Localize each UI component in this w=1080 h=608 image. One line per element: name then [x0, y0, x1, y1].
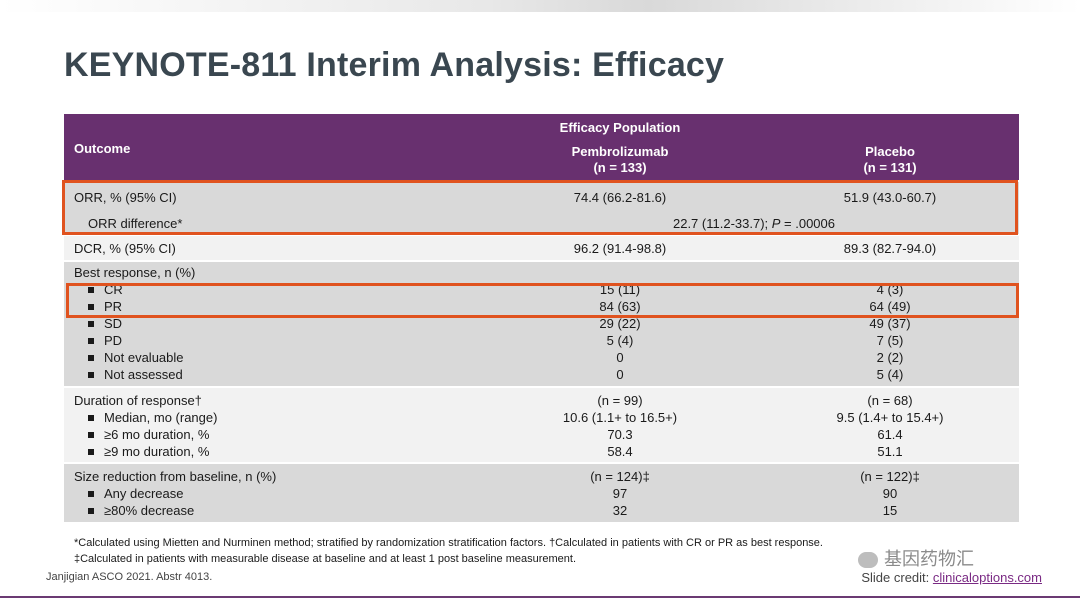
list-item: Any decrease: [88, 486, 184, 501]
cell-placebo: 5 (4): [876, 367, 904, 382]
best-response-label: Best response, n (%): [74, 265, 196, 280]
list-item: Not assessed: [88, 367, 183, 382]
orr-placebo: 51.9 (43.0-60.7): [843, 190, 937, 205]
cell-placebo: 2 (2): [876, 350, 904, 365]
dcr-section: DCR, % (95% CI) 96.2 (91.4-98.8) 89.3 (8…: [64, 236, 1019, 260]
credit-link[interactable]: clinicaloptions.com: [932, 570, 1042, 585]
cell-pembro: 32: [612, 503, 628, 518]
top-gradient-bar: [0, 0, 1080, 12]
header-efficacy-population: Efficacy Population: [559, 120, 681, 135]
cell-placebo: 51.1: [877, 444, 903, 459]
list-item: CR: [88, 282, 123, 297]
header-pembrolizumab-n: (n = 133): [593, 160, 647, 175]
cell-placebo: 64 (49): [869, 299, 911, 314]
header-outcome: Outcome: [74, 141, 131, 156]
cell-pembro: 84 (63): [599, 299, 641, 314]
size-reduction-label: Size reduction from baseline, n (%): [74, 469, 277, 484]
list-item: SD: [88, 316, 122, 331]
list-item: ≥80% decrease: [88, 503, 194, 518]
orr-pembro: 74.4 (66.2-81.6): [573, 190, 667, 205]
bottom-rule: [0, 596, 1080, 598]
list-item: ≥6 mo duration, %: [88, 427, 209, 442]
header-placebo-name: Placebo: [865, 144, 915, 159]
size-reduction-placebo-n: (n = 122)‡: [860, 469, 920, 484]
cell-pembro: 0: [616, 350, 624, 365]
cell-placebo: 49 (37): [869, 316, 911, 331]
orr-difference-label: ORR difference*: [88, 216, 183, 231]
slide-title: KEYNOTE-811 Interim Analysis: Efficacy: [64, 46, 725, 84]
citation: Janjigian ASCO 2021. Abstr 4013.: [46, 571, 213, 583]
footnote-2: ‡Calculated in patients with measurable …: [74, 553, 577, 565]
header-placebo-n: (n = 131): [863, 160, 917, 175]
duration-pembro-n: (n = 99): [597, 393, 643, 408]
orr-label: ORR, % (95% CI): [74, 190, 177, 205]
dcr-placebo: 89.3 (82.7-94.0): [843, 241, 937, 256]
list-item: PD: [88, 333, 122, 348]
orr-section: ORR, % (95% CI) 74.4 (66.2-81.6) 51.9 (4…: [64, 182, 1019, 234]
size-reduction-pembro-n: (n = 124)‡: [590, 469, 650, 484]
cell-placebo: 15: [882, 503, 898, 518]
cell-placebo: 7 (5): [876, 333, 904, 348]
efficacy-table: Outcome Efficacy Population Pembrolizuma…: [64, 114, 1019, 522]
orr-difference-value: 22.7 (11.2-33.7); P = .00006: [672, 216, 835, 231]
cell-pembro: 0: [616, 367, 624, 382]
list-item: Median, mo (range): [88, 410, 217, 425]
cell-pembro: 10.6 (1.1+ to 16.5+): [562, 410, 678, 425]
list-item: PR: [88, 299, 122, 314]
dcr-label: DCR, % (95% CI): [74, 241, 176, 256]
watermark: 基因药物汇: [858, 545, 974, 571]
cell-pembro: 29 (22): [599, 316, 641, 331]
duration-label: Duration of response†: [74, 393, 202, 408]
best-response-section: Best response, n (%) CR 15 (11) 4 (3) PR…: [64, 262, 1019, 386]
cell-placebo: 9.5 (1.4+ to 15.4+): [836, 410, 944, 425]
cell-pembro: 70.3: [607, 427, 633, 442]
dcr-pembro: 96.2 (91.4-98.8): [573, 241, 667, 256]
wechat-icon: [858, 552, 878, 569]
cell-placebo: 61.4: [877, 427, 903, 442]
cell-pembro: 15 (11): [599, 282, 641, 297]
footnote-1: *Calculated using Mietten and Nurminen m…: [74, 537, 823, 549]
duration-placebo-n: (n = 68): [867, 393, 913, 408]
cell-placebo: 4 (3): [876, 282, 904, 297]
header-pembrolizumab: Pembrolizumab (n = 133): [520, 144, 720, 176]
slide-credit: Slide credit: clinicaloptions.com: [861, 570, 1042, 585]
list-item: ≥9 mo duration, %: [88, 444, 209, 459]
size-reduction-section: Size reduction from baseline, n (%) (n =…: [64, 464, 1019, 522]
cell-pembro: 5 (4): [606, 333, 634, 348]
cell-placebo: 90: [882, 486, 898, 501]
table-header: Outcome Efficacy Population Pembrolizuma…: [64, 114, 1019, 180]
duration-section: Duration of response† (n = 99) (n = 68) …: [64, 388, 1019, 462]
list-item: Not evaluable: [88, 350, 184, 365]
cell-pembro: 97: [612, 486, 628, 501]
header-pembrolizumab-name: Pembrolizumab: [571, 144, 669, 159]
header-placebo: Placebo (n = 131): [790, 144, 990, 176]
cell-pembro: 58.4: [607, 444, 633, 459]
